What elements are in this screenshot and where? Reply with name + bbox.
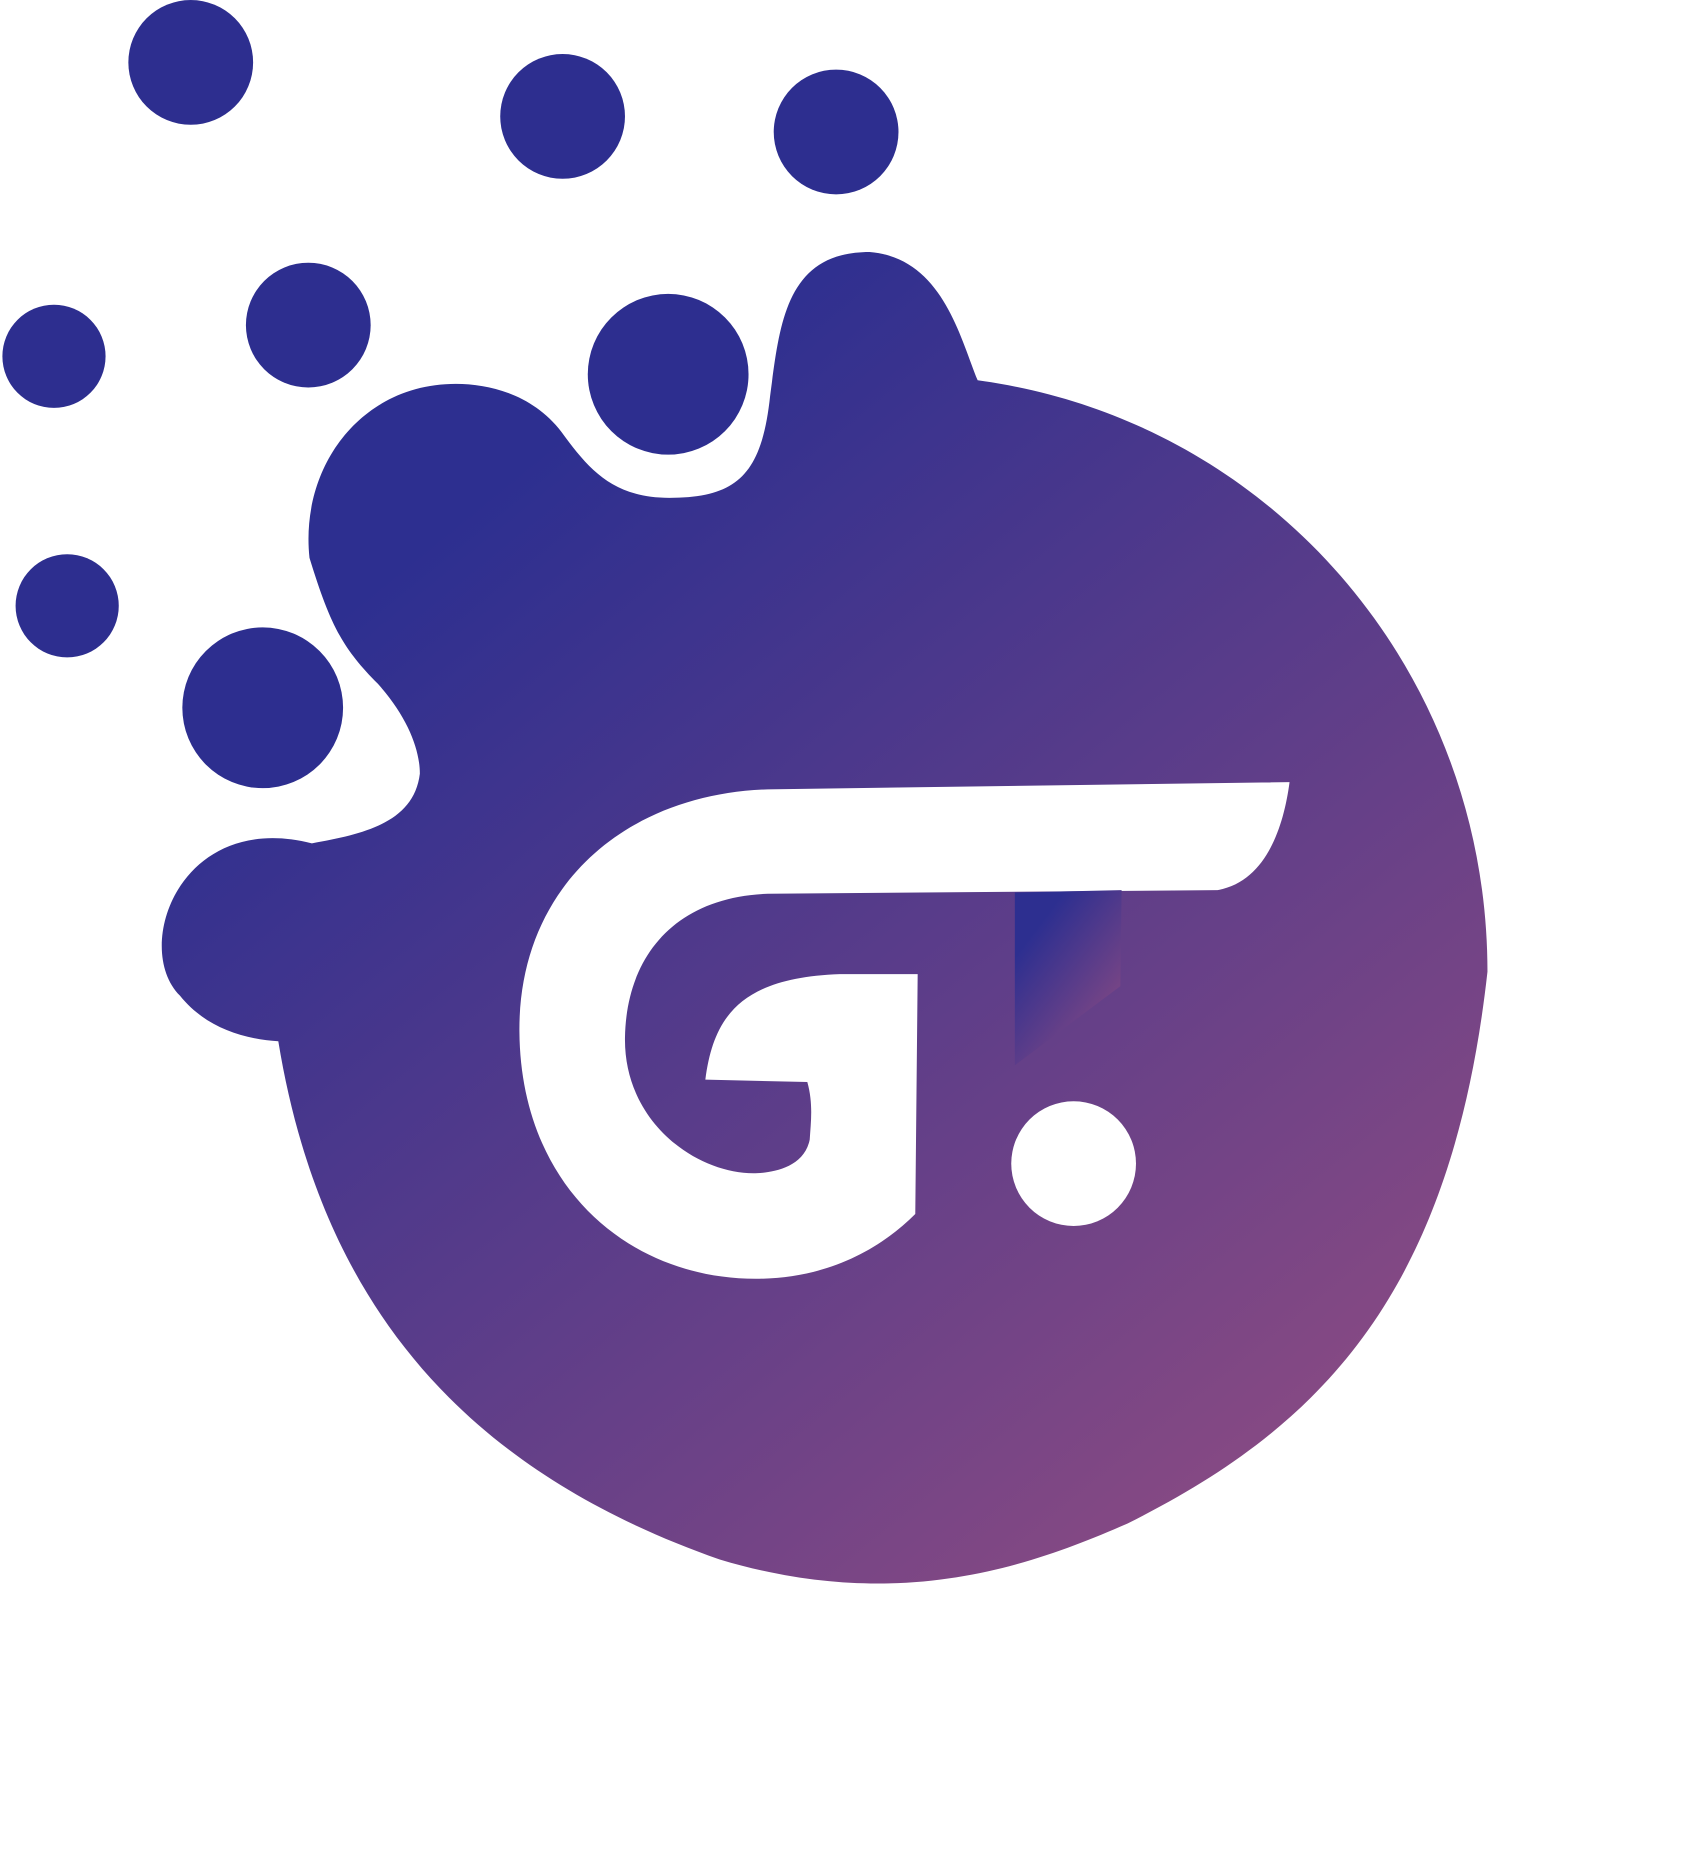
dot: [773, 69, 899, 195]
dot: [587, 293, 749, 455]
dot: [15, 554, 119, 658]
letter-g: [519, 782, 1290, 1279]
dot: [245, 262, 371, 388]
dot: [2, 304, 106, 408]
dot: [182, 627, 344, 789]
period-dot: [1011, 1101, 1136, 1226]
splash-blob: [161, 251, 1488, 1584]
letter-t-stem: [1014, 890, 1122, 1066]
dot: [128, 0, 254, 125]
dots-group: [2, 0, 899, 789]
dot: [500, 54, 625, 179]
